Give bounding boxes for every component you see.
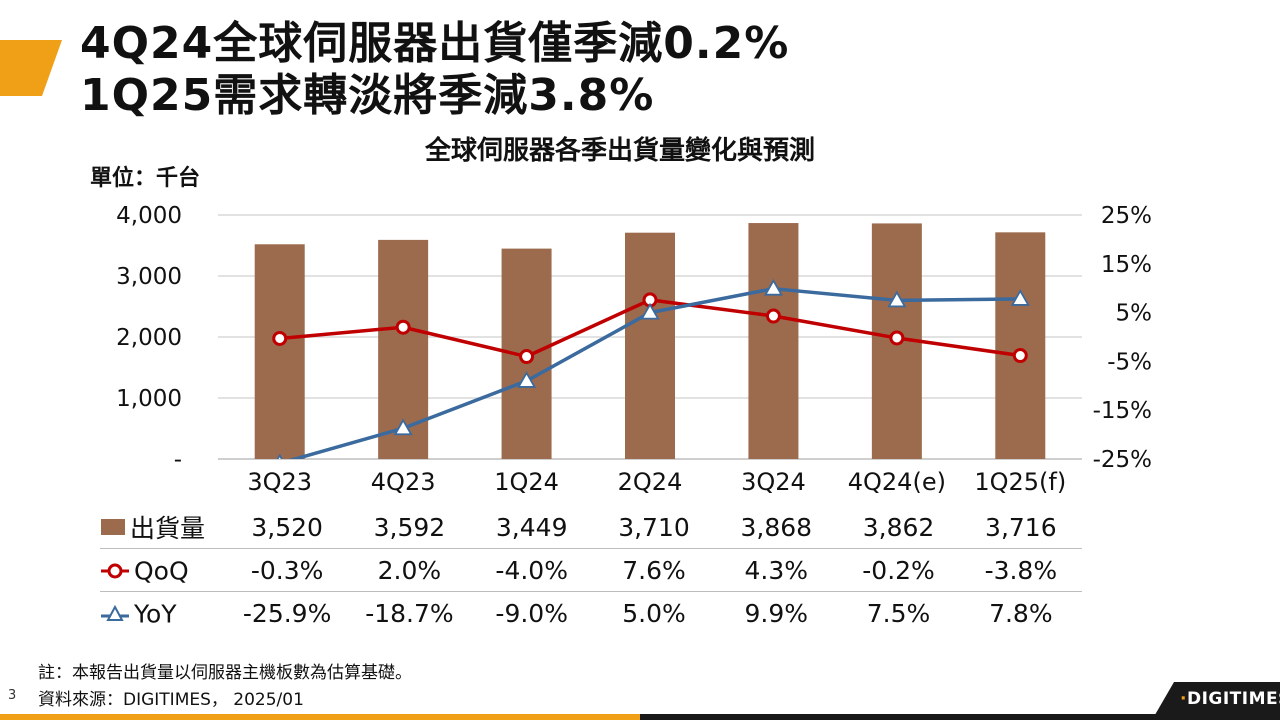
table-cell: 3,862 xyxy=(862,512,935,542)
table-cell: -0.3% xyxy=(226,548,349,592)
shipment-bar xyxy=(625,232,675,459)
table-cell: 9.9% xyxy=(715,591,838,634)
y-left-tick-label: - xyxy=(174,447,182,473)
table-cell: -4.0% xyxy=(470,548,593,592)
table-cell: 3,716 xyxy=(985,512,1057,542)
digitimes-logo: ·DIGITIMES xyxy=(1180,689,1280,709)
row-label-yoy: YoY xyxy=(100,591,226,634)
shipment-bar xyxy=(995,232,1046,459)
bottom-bar-accent xyxy=(0,714,640,720)
x-category-label: 1Q25(f) xyxy=(974,468,1066,496)
y-right-tick-label: 25% xyxy=(1101,203,1152,229)
table-cell: 2.0% xyxy=(348,548,471,592)
qoq-point xyxy=(395,319,411,335)
yoy-point xyxy=(1010,289,1030,306)
footnote-text: 註：本報告出貨量以伺服器主機板數為估算基礎。 xyxy=(38,663,412,683)
y-left-tick-label: 1,000 xyxy=(116,386,182,412)
table-cell: 3,592 xyxy=(373,512,446,542)
y-left-tick-label: 2,000 xyxy=(116,325,182,351)
y-right-tick-label: -15% xyxy=(1093,398,1152,424)
qoq-point xyxy=(889,330,905,346)
qoq-point xyxy=(765,308,781,324)
line-series xyxy=(272,278,1030,459)
table-cell: 3,868 xyxy=(740,512,813,542)
slide-headline: 4Q24全球伺服器出貨僅季減0.2% 1Q25需求轉淡將季減3.8% xyxy=(80,18,789,122)
x-category-label: 4Q23 xyxy=(371,468,436,496)
table-cell: 7.6% xyxy=(592,548,716,592)
table-row-shipments: 出貨量 3,520 3,592 3,449 3,710 3,868 3,862 … xyxy=(100,506,1082,549)
table-cell: 4.3% xyxy=(715,548,838,592)
yoy-point xyxy=(393,418,413,436)
headline-line-2: 1Q25需求轉淡將季減3.8% xyxy=(80,70,655,121)
table-cell: -25.9% xyxy=(226,591,349,634)
circle-legend-icon xyxy=(101,563,129,579)
table-cell: -0.2% xyxy=(837,548,960,592)
y-left-tick-label: 3,000 xyxy=(116,264,182,290)
chart-title: 全球伺服器各季出貨量變化與預測 xyxy=(424,136,815,166)
y-right-tick-label: -25% xyxy=(1093,447,1152,473)
table-cell: 5.0% xyxy=(592,591,716,634)
accent-parallelogram xyxy=(0,40,62,96)
row-label-shipments: 出貨量 xyxy=(100,506,226,549)
table-cell: 7.8% xyxy=(959,591,1082,634)
y-right-tick-label: 15% xyxy=(1101,252,1152,278)
x-category-label: 2Q24 xyxy=(618,468,683,496)
shipment-bar xyxy=(748,223,799,459)
logo-background xyxy=(1152,682,1280,720)
unit-label: 單位：千台 xyxy=(90,166,201,191)
row-name: YoY xyxy=(134,599,177,629)
chart-canvas: - 1,000 2,000 3,000 4,000 -25% -15% -5% 5% 15% 25%… xyxy=(116,203,1152,496)
page-number: 3 xyxy=(8,688,17,703)
table-cell: 7.5% xyxy=(837,591,960,634)
axis-labels: - 1,000 2,000 3,000 4,000 -25% -15% -5% 5% 15% 25%… xyxy=(116,203,1152,496)
table-cell: 3,710 xyxy=(618,512,690,542)
qoq-point xyxy=(1012,348,1028,364)
table-row-qoq: QoQ -0.3% 2.0% -4.0% 7.6% 4.3% -0.2% -3.… xyxy=(100,548,1082,592)
yoy-point xyxy=(887,290,907,308)
headline-line-1: 4Q24全球伺服器出貨僅季減0.2% xyxy=(80,18,790,69)
qoq-point xyxy=(272,330,288,346)
x-category-label: 1Q24 xyxy=(494,468,559,496)
qoq-point xyxy=(519,349,535,365)
logo-wordmark: DIGITIMES xyxy=(1186,689,1280,709)
row-name: 出貨量 xyxy=(130,514,206,543)
bottom-bar xyxy=(0,714,1280,720)
yoy-point xyxy=(640,302,660,320)
row-name: QoQ xyxy=(134,556,189,586)
triangle-legend-icon xyxy=(101,604,129,621)
row-label-qoq: QoQ xyxy=(100,548,226,592)
yoy-point xyxy=(517,371,537,388)
shipment-bar xyxy=(254,244,305,459)
table-cell: -18.7% xyxy=(348,591,471,634)
table-cell: -3.8% xyxy=(959,548,1082,592)
table-cell: 3,520 xyxy=(251,512,323,542)
bar-legend-icon xyxy=(101,519,125,535)
line-series-clip-group xyxy=(272,278,1030,459)
data-table: 出貨量 3,520 3,592 3,449 3,710 3,868 3,862 … xyxy=(100,506,1082,634)
logo-dot: · xyxy=(1180,689,1187,709)
x-category-label: 4Q24(e) xyxy=(848,468,946,496)
yoy-point xyxy=(276,453,283,459)
table-row-yoy: YoY -25.9% -18.7% -9.0% 5.0% 9.9% 7.5% 7… xyxy=(100,591,1082,634)
source-text: 資料來源：DIGITIMES， 2025/01 xyxy=(38,690,304,710)
footnotes: 註：本報告出貨量以伺服器主機板數為估算基礎。 資料來源：DIGITIMES， 2… xyxy=(38,660,412,714)
x-category-label: 3Q23 xyxy=(247,468,312,496)
yoy-point xyxy=(763,278,783,296)
y-right-tick-label: 5% xyxy=(1116,301,1153,327)
x-category-label: 3Q24 xyxy=(741,468,806,496)
y-left-tick-label: 4,000 xyxy=(116,203,182,229)
table-cell: -9.0% xyxy=(470,591,593,634)
y-right-tick-label: -5% xyxy=(1107,349,1152,375)
table-cell: 3,449 xyxy=(495,512,568,542)
